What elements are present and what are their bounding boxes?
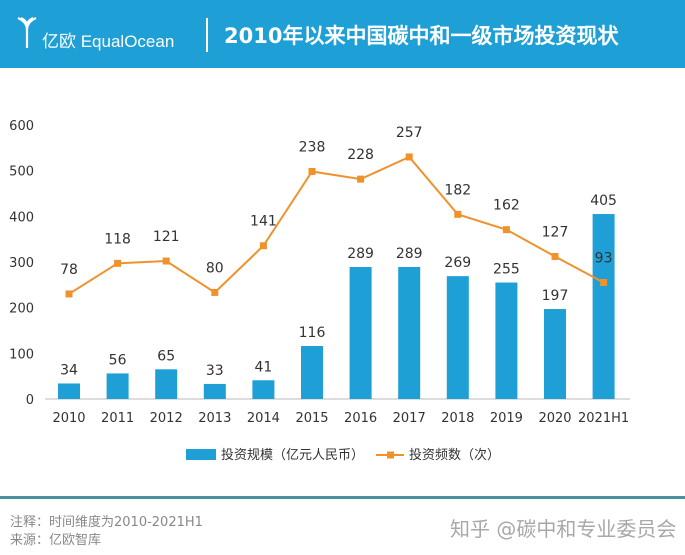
line-marker [357,175,365,183]
line-marker [600,278,608,286]
bar-data-label: 56 [109,352,127,368]
bar-data-label: 116 [299,325,326,341]
x-tick-label: 2014 [247,411,280,426]
bar [58,383,80,399]
line-series [68,155,605,295]
line-data-label: 182 [444,182,471,198]
x-tick-label: 2019 [490,411,523,426]
logo-text: 亿欧 EqualOcean [42,32,175,51]
line-data-label: 118 [104,231,131,247]
watermark: 知乎 @碳中和专业委员会 [450,517,677,541]
y-tick-label: 0 [26,393,34,408]
bar [398,267,421,399]
bar-data-label: 33 [206,363,224,379]
bar-data-label: 269 [444,255,471,271]
line-marker [211,288,219,296]
equalocean-logo-icon [17,16,37,48]
y-tick-label: 500 [9,165,34,180]
bar-data-label: 65 [157,348,175,364]
x-tick-label: 2016 [344,411,377,426]
line-data-label: 78 [60,262,78,278]
bar-data-label: 405 [590,193,617,209]
bar [349,267,372,399]
bar-data-label: 289 [396,246,423,262]
line-data-label: 121 [153,229,180,245]
bar-data-label: 255 [493,262,520,278]
line-marker [308,167,316,175]
line-marker [405,153,413,161]
legend-line-marker [387,451,394,459]
bar-data-label: 41 [254,359,272,375]
x-tick-label: 2012 [150,411,183,426]
x-tick-label: 2015 [295,411,328,426]
y-tick-label: 300 [9,256,34,271]
line-data-label: 257 [396,125,423,141]
x-tick-label: 2011 [101,411,134,426]
x-tick-label: 2017 [393,411,426,426]
x-tick-label: 2018 [441,411,474,426]
bar [155,369,178,399]
bar [106,373,129,399]
legend-bar-label: 投资规模（亿元人民币） [221,447,364,463]
bar [592,214,615,399]
line-data-label: 141 [250,214,277,230]
y-tick-label: 100 [9,347,34,362]
bar [301,346,323,399]
page-title: 2010年以来中国碳中和一级市场投资现状 [224,24,619,48]
legend-bar-swatch [186,449,216,460]
bar-data-label: 197 [542,288,569,304]
bar [203,383,226,399]
footnote: 注释：时间维度为2010-2021H1 [10,515,203,530]
x-tick-label: 2020 [538,411,571,426]
source-note: 来源：亿欧智库 [10,533,102,548]
chart: 0 100 200 300 400 500 600 2010 34 2011 56 2012 65 201… [9,119,630,463]
line-data-label: 93 [595,250,613,266]
line-data-label: 162 [493,198,520,214]
line-marker [65,290,73,298]
line-data-label: 238 [299,139,326,155]
header-divider [206,18,208,52]
line-data-label: 127 [542,224,569,240]
x-tick-label: 2010 [52,411,85,426]
x-tick-label: 2021H1 [578,411,629,426]
line-marker [259,242,267,250]
bar [495,282,518,399]
line-data-label: 80 [206,260,224,276]
bar-data-label: 289 [347,246,374,262]
line-marker [454,210,462,218]
bar-data-label: 34 [60,362,78,378]
header-banner: 亿欧 EqualOcean 2010年以来中国碳中和一级市场投资现状 [0,0,685,68]
bar [544,309,566,399]
y-tick-label: 200 [9,302,34,317]
y-tick-label: 400 [9,210,34,225]
line-data-label: 228 [347,147,374,163]
line-marker [551,252,559,260]
legend-line-label: 投资频数（次） [409,447,500,463]
line-marker [162,257,170,265]
footer-divider [0,496,685,499]
line-marker [114,259,122,267]
y-tick-label: 600 [9,119,34,134]
line-marker [502,226,510,234]
bar [446,276,469,399]
bar [252,380,275,399]
x-tick-label: 2013 [198,411,231,426]
